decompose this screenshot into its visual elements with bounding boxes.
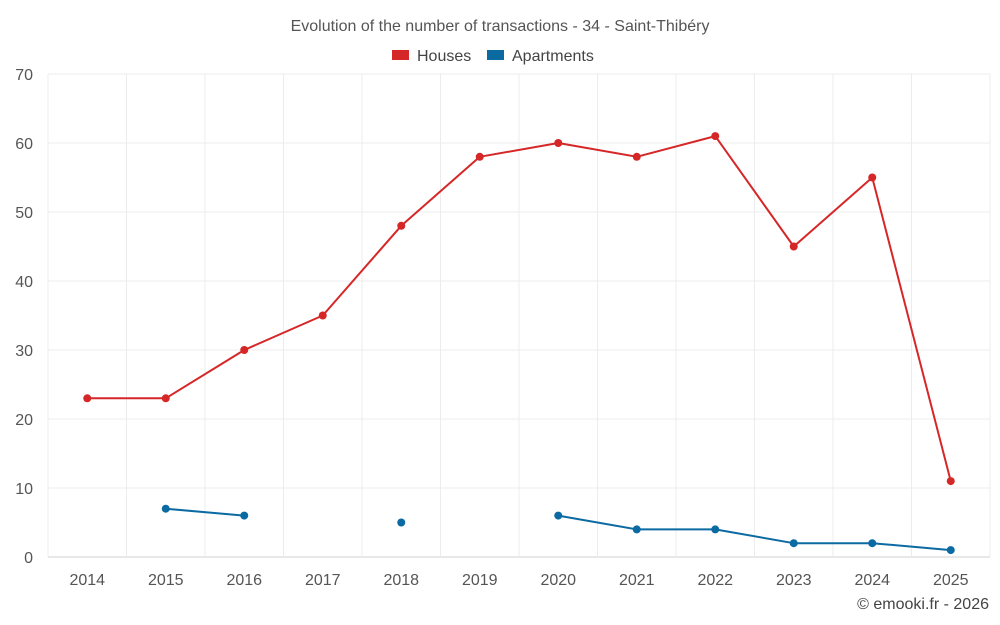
x-tick-label-2016: 2016 (226, 572, 262, 589)
data-point-houses-2022[interactable] (711, 132, 720, 141)
series-line-apartments-2 (558, 514, 951, 552)
y-tick-label-40: 40 (15, 274, 33, 291)
copyright-credit: © emooki.fr - 2026 (857, 596, 989, 613)
x-axis-ticks: 2014 2015 2016 2017 2018 2019 2020 2021 2022 2023… (69, 572, 968, 589)
series-line-apartments-0 (165, 507, 245, 517)
y-tick-label-70: 70 (15, 67, 33, 84)
data-point-houses-2024[interactable] (868, 173, 877, 182)
x-tick-label-2019: 2019 (462, 572, 498, 589)
x-tick-label-2017: 2017 (305, 572, 341, 589)
legend-label-houses[interactable]: Houses (417, 48, 471, 65)
y-tick-label-10: 10 (15, 481, 33, 498)
data-point-houses-2021[interactable] (632, 152, 641, 161)
data-point-houses-2017[interactable] (318, 311, 327, 320)
data-point-houses-2016[interactable] (240, 346, 249, 354)
y-tick-label-0: 0 (24, 550, 33, 567)
data-point-houses-2023[interactable] (789, 242, 798, 251)
data-point-houses-2020[interactable] (554, 139, 563, 147)
x-tick-label-2022: 2022 (697, 572, 733, 589)
data-point-apartments-2024[interactable] (868, 539, 877, 548)
data-point-apartments-2018[interactable] (397, 518, 406, 527)
y-tick-label-20: 20 (15, 412, 33, 429)
data-point-houses-2018[interactable] (397, 221, 406, 230)
data-point-apartments-2020[interactable] (554, 511, 563, 520)
chart-title: Evolution of the number of transactions … (291, 18, 710, 35)
legend-swatch-apartments (487, 50, 504, 60)
x-tick-label-2023: 2023 (776, 572, 812, 589)
data-point-apartments-2015[interactable] (161, 504, 170, 513)
data-point-apartments-2016[interactable] (240, 511, 249, 520)
series-line-houses-0 (87, 135, 952, 482)
y-tick-label-30: 30 (15, 343, 33, 360)
data-point-houses-2015[interactable] (161, 394, 170, 403)
y-tick-label-60: 60 (15, 136, 33, 153)
x-tick-label-2024: 2024 (854, 572, 890, 589)
data-point-apartments-2025[interactable] (946, 546, 955, 555)
x-tick-label-2020: 2020 (540, 572, 576, 589)
x-tick-label-2014: 2014 (69, 572, 105, 589)
legend: Houses Apartments (392, 48, 594, 65)
legend-swatch-houses (392, 50, 409, 60)
legend-label-apartments[interactable]: Apartments (512, 48, 594, 65)
x-tick-label-2018: 2018 (383, 572, 419, 589)
data-point-houses-2025[interactable] (946, 477, 955, 486)
grid (47, 73, 991, 558)
x-tick-label-2021: 2021 (619, 572, 655, 589)
series-lines (87, 135, 952, 552)
data-point-houses-2014[interactable] (83, 394, 92, 403)
x-tick-label-2025: 2025 (933, 572, 969, 589)
data-point-apartments-2023[interactable] (789, 539, 798, 548)
data-point-apartments-2021[interactable] (632, 525, 641, 534)
data-point-houses-2019[interactable] (475, 152, 484, 161)
y-tick-label-50: 50 (15, 205, 33, 222)
data-point-apartments-2022[interactable] (711, 525, 720, 534)
y-axis-ticks: 0 10 20 30 40 50 60 70 (15, 67, 33, 567)
series-points (83, 132, 955, 555)
x-tick-label-2015: 2015 (148, 572, 184, 589)
